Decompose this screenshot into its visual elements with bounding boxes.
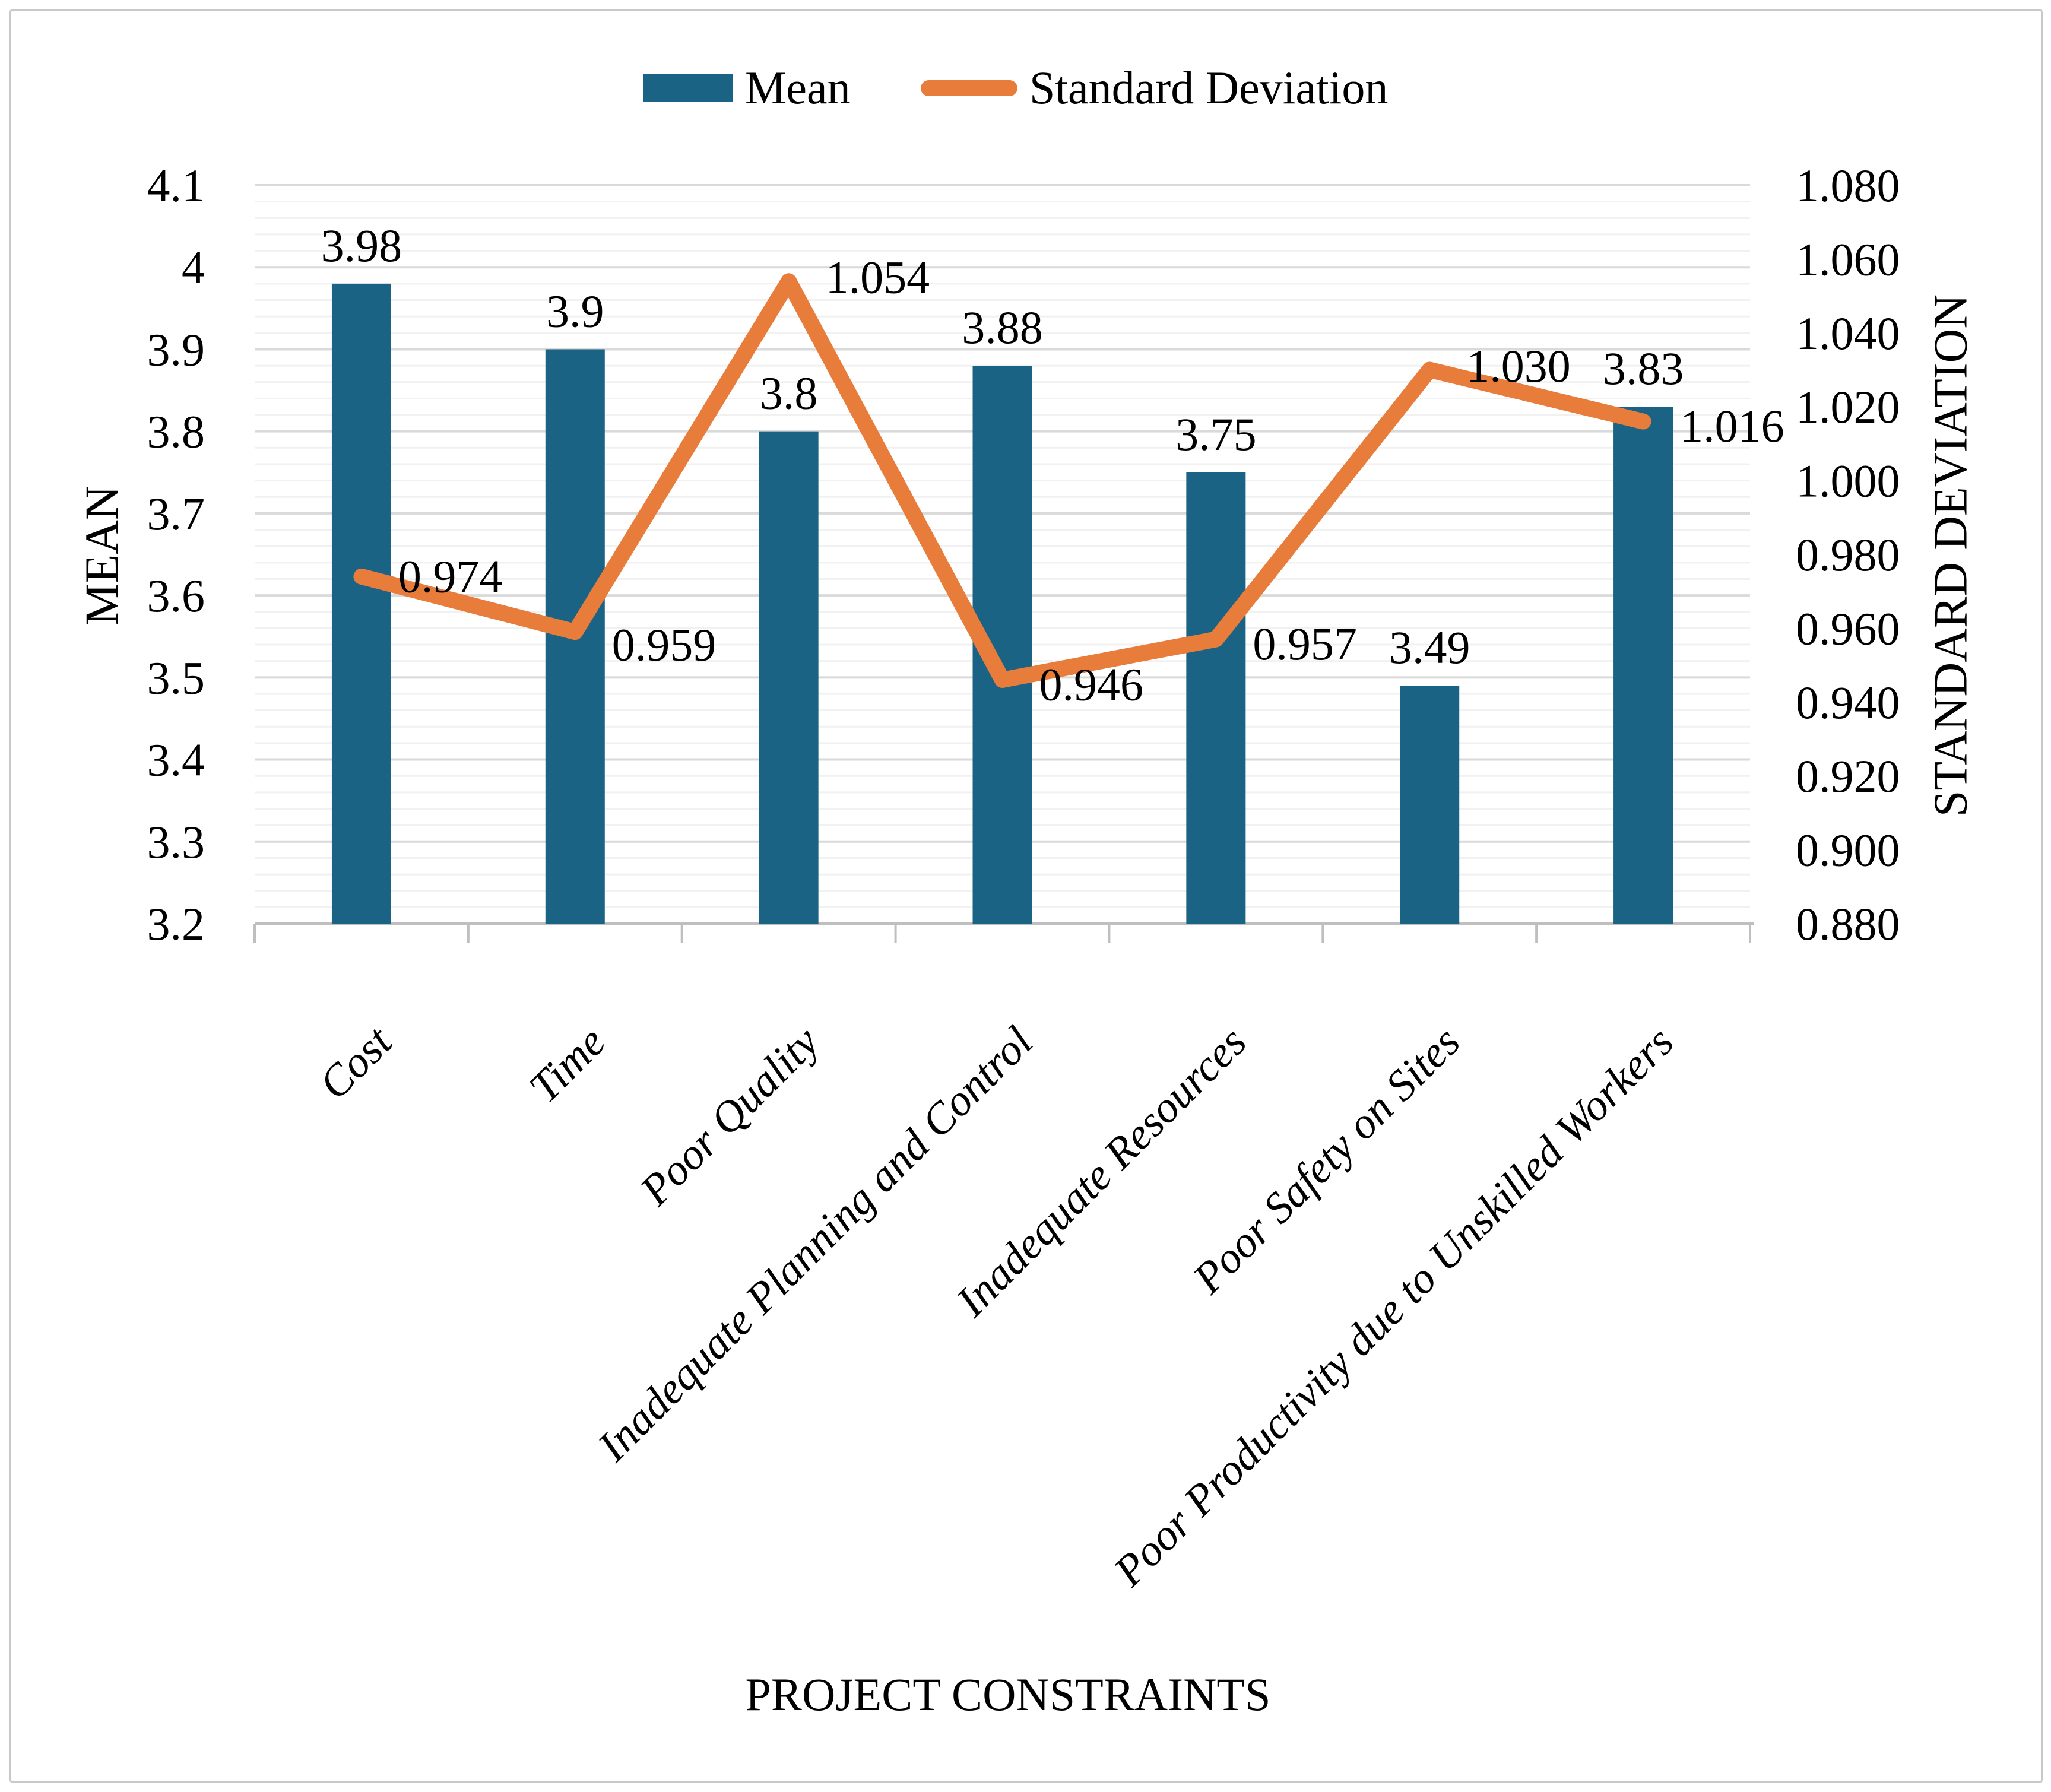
- x-category-label: Inadequate Planning and Control: [588, 1017, 1042, 1471]
- right-axis-tick-label: 1.040: [1796, 307, 1900, 359]
- left-axis-tick-label: 4: [182, 242, 205, 293]
- mean-bar: [759, 431, 819, 924]
- mean-bar: [1400, 686, 1460, 924]
- x-category-label: Poor Quality: [630, 1017, 828, 1215]
- mean-bar-label: 3.75: [1175, 408, 1257, 460]
- right-axis-tick-label: 1.020: [1796, 381, 1900, 433]
- legend-item-sd: Standard Deviation: [921, 64, 1388, 112]
- sd-point-label: 0.959: [612, 619, 717, 671]
- sd-point-label: 0.974: [398, 550, 503, 602]
- mean-bar-label: 3.83: [1603, 342, 1684, 394]
- right-axis-tick-label: 1.000: [1796, 455, 1900, 507]
- mean-bar-label: 3.49: [1389, 621, 1470, 673]
- x-category-label: Time: [520, 1017, 615, 1112]
- right-axis-tick-label: 0.980: [1796, 529, 1900, 581]
- legend: Mean Standard Deviation: [0, 64, 2051, 112]
- mean-bar: [1613, 407, 1673, 924]
- sd-point-label: 0.957: [1253, 618, 1357, 670]
- x-category-label: Cost: [310, 1016, 402, 1109]
- left-axis-tick-label: 3.8: [147, 406, 205, 458]
- left-axis-tick-label: 3.4: [147, 734, 205, 786]
- left-axis-tick-label: 3.7: [147, 488, 205, 540]
- left-axis-tick-label: 3.2: [147, 898, 205, 950]
- mean-bar-label: 3.9: [546, 285, 604, 337]
- mean-bar: [331, 283, 391, 924]
- left-axis-tick-label: 3.9: [147, 323, 205, 375]
- mean-bar-label: 3.88: [962, 302, 1043, 353]
- left-axis-tick-label: 3.5: [147, 652, 205, 703]
- sd-legend-label: Standard Deviation: [1029, 62, 1389, 113]
- right-axis-tick-label: 1.080: [1796, 160, 1900, 211]
- sd-legend-swatch: [921, 80, 1017, 96]
- sd-line: [353, 273, 1651, 688]
- right-axis-tick-label: 0.880: [1796, 898, 1900, 950]
- right-axis-tick-label: 0.900: [1796, 824, 1900, 876]
- mean-bar-label: 3.98: [321, 220, 402, 271]
- mean-legend-swatch: [643, 74, 733, 102]
- right-axis-tick-label: 0.920: [1796, 750, 1900, 802]
- right-axis-tick-label: 0.960: [1796, 602, 1900, 654]
- left-axis-tick-label: 3.6: [147, 570, 205, 621]
- mean-bar-label: 3.8: [760, 367, 818, 419]
- left-axis-tick-label: 3.3: [147, 816, 205, 868]
- x-axis-title: PROJECT CONSTRAINTS: [745, 1669, 1271, 1720]
- sd-point-label: 1.016: [1680, 400, 1784, 452]
- right-axis-tick-label: 1.060: [1796, 233, 1900, 285]
- mean-legend-label: Mean: [745, 62, 851, 113]
- sd-point-label: 1.030: [1466, 340, 1571, 392]
- mean-bar: [1186, 472, 1246, 924]
- legend-item-mean: Mean: [643, 64, 851, 112]
- left-axis-tick-label: 4.1: [147, 160, 205, 211]
- sd-point-label: 0.946: [1039, 658, 1144, 710]
- sd-point-label: 1.054: [826, 252, 930, 303]
- right-axis-tick-label: 0.940: [1796, 677, 1900, 728]
